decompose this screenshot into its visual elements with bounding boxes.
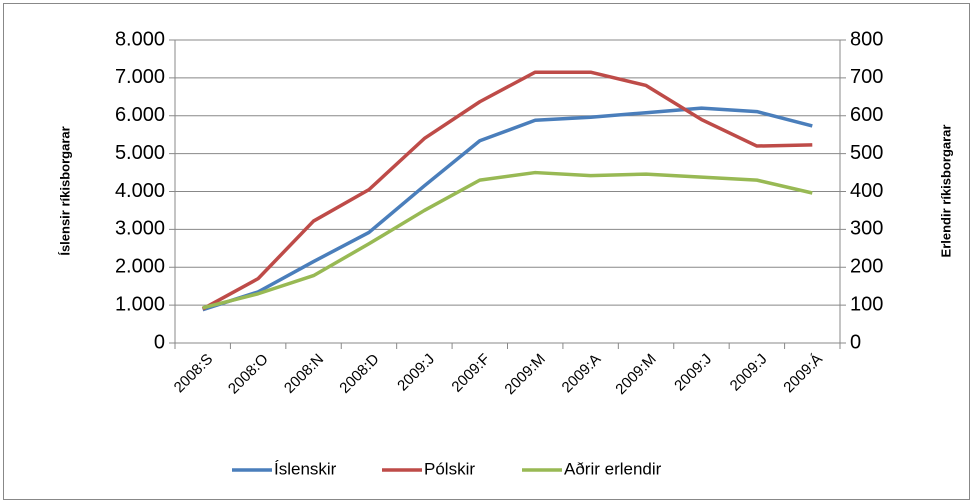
y2-tick-label: 500 <box>850 142 883 164</box>
legend-label: Aðrir erlendir <box>564 459 662 478</box>
legend-label: Pólskir <box>424 459 475 478</box>
y2-tick-label: 0 <box>850 331 861 353</box>
y2-axis-title: Erlendir ríkisborgarar <box>938 125 953 258</box>
y2-tick-label: 400 <box>850 180 883 202</box>
y-tick-label: 0 <box>154 331 165 353</box>
y2-tick-label: 100 <box>850 293 883 315</box>
series-line <box>202 170 813 310</box>
legend-label: Íslenskir <box>274 459 337 478</box>
y-axis-title: Íslensir ríkisborgarar <box>57 126 72 255</box>
y-tick-label: 2.000 <box>115 256 165 278</box>
y-tick-label: 8.000 <box>115 28 165 50</box>
series-line <box>201 70 813 311</box>
series-line <box>202 106 813 312</box>
y-tick-label: 4.000 <box>115 180 165 202</box>
y-tick-label: 3.000 <box>115 218 165 240</box>
y2-tick-label: 200 <box>850 256 883 278</box>
y2-tick-label: 300 <box>850 218 883 240</box>
chart-border <box>3 3 970 500</box>
y-tick-label: 6.000 <box>115 104 165 126</box>
y2-tick-label: 800 <box>850 28 883 50</box>
y2-tick-label: 700 <box>850 66 883 88</box>
y-tick-label: 7.000 <box>115 66 165 88</box>
y-tick-label: 1.000 <box>115 293 165 315</box>
y-tick-label: 5.000 <box>115 142 165 164</box>
y2-tick-label: 600 <box>850 104 883 126</box>
